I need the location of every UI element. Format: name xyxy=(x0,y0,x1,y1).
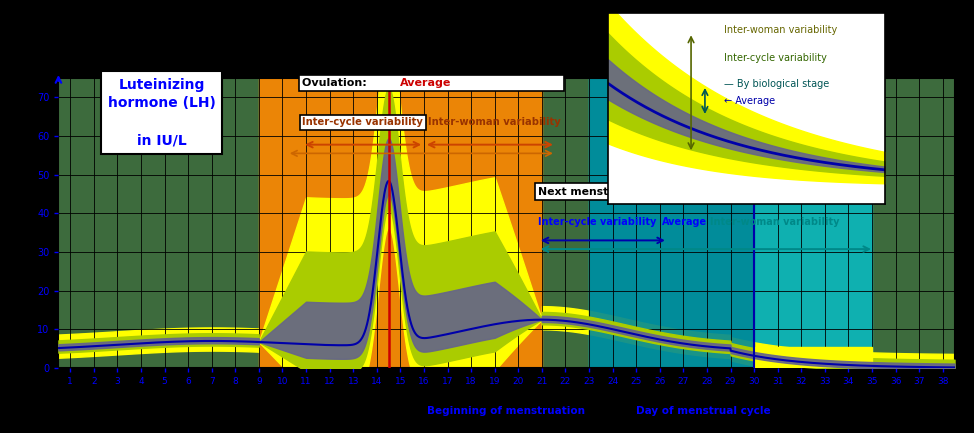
Text: Inter-cycle variability: Inter-cycle variability xyxy=(538,217,656,227)
Text: Luteinizing
hormone (LH)

in IU/L: Luteinizing hormone (LH) in IU/L xyxy=(107,78,215,147)
Text: Inter-woman variability: Inter-woman variability xyxy=(428,117,560,127)
Text: Inter-cycle variability: Inter-cycle variability xyxy=(725,53,827,63)
Text: — By biological stage: — By biological stage xyxy=(725,79,830,90)
Text: ← Average: ← Average xyxy=(725,96,775,106)
Text: Day of menstrual cycle: Day of menstrual cycle xyxy=(636,406,771,416)
Bar xyxy=(589,78,872,368)
Bar xyxy=(259,78,542,368)
Text: Inter-woman variability: Inter-woman variability xyxy=(710,217,840,227)
Text: Inter-cycle variability: Inter-cycle variability xyxy=(302,117,423,127)
Text: Next menstruation - marking start of next cycle: Next menstruation - marking start of nex… xyxy=(538,187,830,197)
Bar xyxy=(754,347,872,368)
Text: Average: Average xyxy=(661,217,706,227)
Text: Average: Average xyxy=(400,78,452,88)
Text: Inter-woman variability: Inter-woman variability xyxy=(725,25,838,35)
Bar xyxy=(589,78,754,368)
Text: Ovulation:: Ovulation: xyxy=(302,78,561,88)
Text: Beginning of menstruation: Beginning of menstruation xyxy=(428,406,585,416)
